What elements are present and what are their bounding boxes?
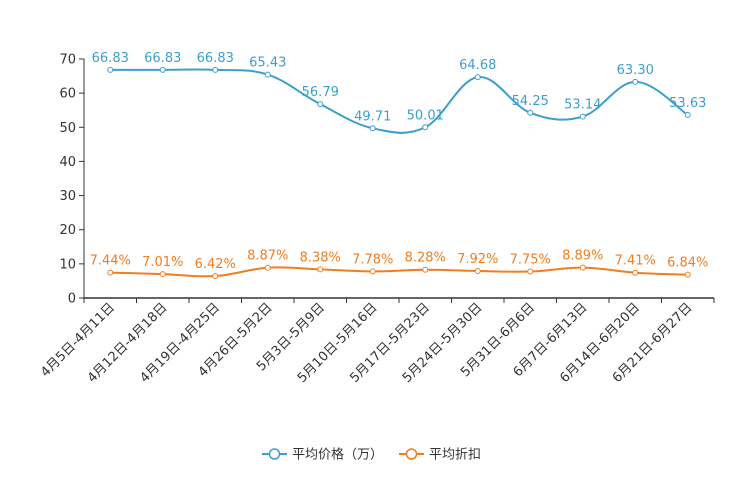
data-point[interactable] bbox=[369, 125, 376, 132]
series-1: 7.44% 7.01% 6.42% 8.87% 8.38% 7.78% 8.28% 7.92%… bbox=[90, 249, 708, 280]
data-label: 53.14 bbox=[564, 98, 601, 113]
data-label: 54.25 bbox=[512, 94, 549, 109]
series-line bbox=[110, 266, 688, 278]
legend-marker bbox=[405, 448, 418, 460]
data-point[interactable] bbox=[159, 66, 166, 73]
data-point[interactable] bbox=[317, 101, 324, 108]
data-label: 8.28% bbox=[405, 251, 446, 266]
data-label: 7.92% bbox=[457, 252, 498, 267]
data-label: 6.84% bbox=[667, 256, 708, 271]
legend[interactable]: 平均价格（万） 平均折扣 bbox=[262, 447, 481, 463]
data-label: 66.83 bbox=[144, 51, 181, 66]
y-axis: 0 10 20 30 40 50 60 70 bbox=[59, 53, 85, 307]
data-point[interactable] bbox=[527, 109, 534, 116]
data-point[interactable] bbox=[579, 113, 586, 120]
data-point[interactable] bbox=[422, 266, 429, 273]
data-label: 6.42% bbox=[195, 257, 236, 272]
data-point[interactable] bbox=[264, 71, 271, 78]
data-label: 53.63 bbox=[669, 96, 706, 111]
y-tick-label: 40 bbox=[59, 155, 76, 170]
data-label: 65.43 bbox=[249, 56, 286, 71]
data-point[interactable] bbox=[317, 266, 324, 273]
data-point[interactable] bbox=[107, 66, 114, 73]
y-tick-label: 60 bbox=[59, 87, 76, 102]
data-point[interactable] bbox=[107, 269, 114, 276]
legend-item-0[interactable]: 平均价格（万） bbox=[262, 447, 383, 463]
y-tick-label: 30 bbox=[59, 189, 76, 204]
data-label: 7.01% bbox=[142, 255, 183, 270]
y-tick-label: 10 bbox=[59, 257, 76, 272]
data-label: 66.83 bbox=[197, 51, 234, 66]
data-point[interactable] bbox=[369, 268, 376, 275]
data-label: 8.87% bbox=[247, 249, 288, 264]
data-point[interactable] bbox=[474, 74, 481, 81]
data-point[interactable] bbox=[684, 111, 691, 118]
data-point[interactable] bbox=[579, 264, 586, 271]
legend-label: 平均折扣 bbox=[429, 448, 481, 463]
data-label: 50.01 bbox=[407, 108, 444, 123]
data-label: 63.30 bbox=[617, 63, 654, 78]
data-point[interactable] bbox=[159, 271, 166, 278]
data-point[interactable] bbox=[684, 271, 691, 278]
data-point[interactable] bbox=[212, 66, 219, 73]
legend-label: 平均价格（万） bbox=[292, 447, 383, 463]
data-label: 8.38% bbox=[300, 250, 341, 265]
y-tick-label: 50 bbox=[59, 121, 76, 136]
data-point[interactable] bbox=[632, 78, 639, 85]
data-point[interactable] bbox=[264, 264, 271, 271]
legend-item-1[interactable]: 平均折扣 bbox=[399, 448, 481, 463]
y-tick-label: 20 bbox=[59, 223, 76, 238]
data-label: 7.44% bbox=[90, 254, 131, 269]
data-label: 66.83 bbox=[92, 51, 129, 66]
x-axis: 4月5日-4月11日4月12日-4月18日4月19日-4月25日4月26日-5月… bbox=[38, 297, 715, 386]
data-label: 7.78% bbox=[352, 252, 393, 267]
data-point[interactable] bbox=[474, 267, 481, 274]
data-label: 56.79 bbox=[302, 85, 339, 100]
data-point[interactable] bbox=[422, 124, 429, 131]
y-tick-label: 0 bbox=[68, 292, 76, 307]
data-label: 7.41% bbox=[615, 254, 656, 269]
data-point[interactable] bbox=[212, 273, 219, 280]
data-label: 7.75% bbox=[510, 253, 551, 268]
y-tick-label: 70 bbox=[59, 53, 76, 68]
data-point[interactable] bbox=[632, 269, 639, 276]
data-label: 8.89% bbox=[562, 249, 603, 264]
data-label: 64.68 bbox=[459, 58, 496, 73]
data-point[interactable] bbox=[527, 268, 534, 275]
legend-marker bbox=[268, 448, 281, 460]
data-label: 49.71 bbox=[354, 109, 391, 124]
series-0: 66.83 66.83 66.83 65.43 56.79 49.71 50.01 64.68… bbox=[92, 51, 706, 134]
series-layer: 66.83 66.83 66.83 65.43 56.79 49.71 50.01 64.68… bbox=[90, 51, 708, 280]
